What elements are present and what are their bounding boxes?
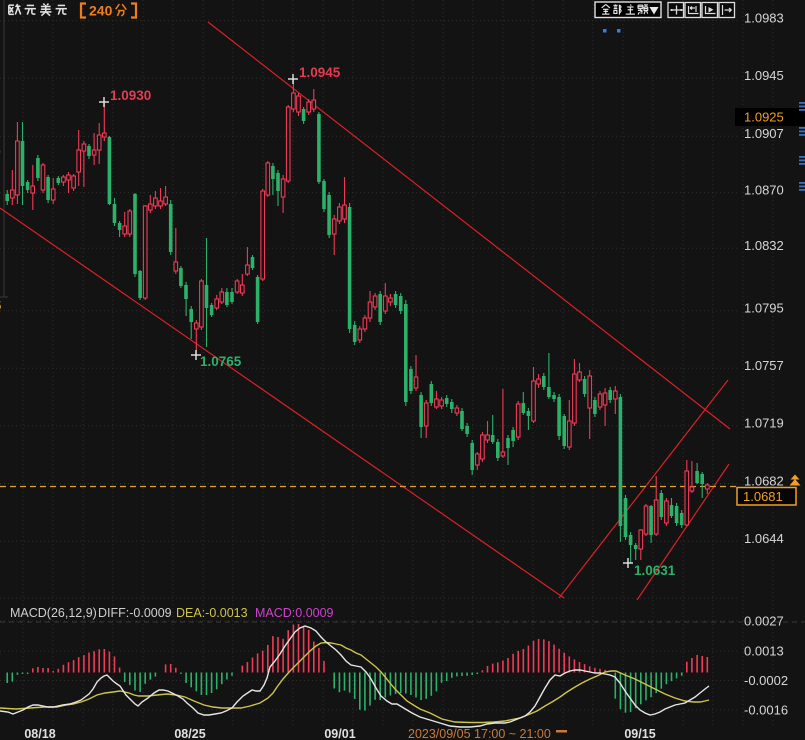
svg-text:MACD(26,12,9): MACD(26,12,9) — [10, 606, 97, 620]
svg-text:1.0757: 1.0757 — [744, 358, 784, 373]
svg-text:DEA:-0.0013: DEA:-0.0013 — [176, 606, 248, 620]
svg-text:09/01: 09/01 — [324, 727, 355, 740]
svg-text:1.0765: 1.0765 — [200, 354, 242, 369]
svg-text:08/25: 08/25 — [174, 727, 205, 740]
svg-text:MACD:0.0009: MACD:0.0009 — [255, 606, 334, 620]
svg-text:1.0682: 1.0682 — [744, 474, 784, 489]
svg-text:1.0795: 1.0795 — [744, 301, 784, 316]
svg-text:0.0027: 0.0027 — [744, 614, 784, 629]
svg-text:8: 8 — [0, 645, 1, 659]
svg-text:2: 2 — [0, 674, 1, 688]
svg-text:09/15: 09/15 — [624, 727, 655, 740]
svg-text:1.0907: 1.0907 — [744, 126, 784, 141]
svg-text:1.0631: 1.0631 — [634, 563, 676, 578]
svg-text:1.0983: 1.0983 — [744, 11, 784, 26]
svg-text:240: 240 — [89, 3, 113, 19]
svg-text:1.0644: 1.0644 — [744, 531, 784, 546]
svg-text:DIFF:-0.0009: DIFF:-0.0009 — [98, 606, 172, 620]
svg-text:-0.0016: -0.0016 — [744, 703, 788, 718]
svg-text:1.0832: 1.0832 — [744, 238, 784, 253]
svg-text:-0.0002: -0.0002 — [744, 673, 788, 688]
svg-text:1.0945: 1.0945 — [744, 68, 784, 83]
svg-text:6: 6 — [0, 703, 1, 717]
svg-text:0.0013: 0.0013 — [744, 644, 784, 659]
svg-text:0: 0 — [0, 145, 1, 159]
svg-text:5: 5 — [0, 298, 1, 313]
svg-text:1.0719: 1.0719 — [744, 416, 784, 431]
svg-text:2023/09/05 17:00 ~ 21:00: 2023/09/05 17:00 ~ 21:00 — [408, 727, 551, 740]
svg-text:08/18: 08/18 — [24, 727, 55, 740]
svg-text:1.0870: 1.0870 — [744, 183, 784, 198]
svg-text:1.0681: 1.0681 — [743, 489, 783, 504]
svg-text:1.0930: 1.0930 — [110, 88, 151, 103]
svg-text:1.0945: 1.0945 — [299, 65, 341, 80]
svg-text:1.0925: 1.0925 — [744, 110, 784, 125]
